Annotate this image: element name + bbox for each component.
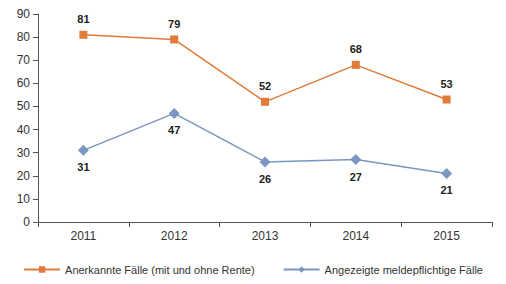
svg-text:21: 21: [440, 184, 452, 196]
svg-text:80: 80: [17, 30, 31, 44]
svg-text:70: 70: [17, 53, 31, 67]
svg-text:2015: 2015: [433, 229, 460, 243]
svg-text:30: 30: [17, 146, 31, 160]
svg-text:68: 68: [350, 43, 362, 55]
svg-text:53: 53: [440, 78, 452, 90]
svg-text:79: 79: [168, 18, 180, 30]
svg-text:60: 60: [17, 76, 31, 90]
svg-text:31: 31: [77, 161, 89, 173]
svg-text:47: 47: [168, 124, 180, 136]
svg-text:Anerkannte Fälle (mit und ohne: Anerkannte Fälle (mit und ohne Rente): [65, 264, 255, 276]
svg-text:50: 50: [17, 99, 31, 113]
svg-text:2012: 2012: [161, 229, 188, 243]
svg-text:81: 81: [77, 13, 89, 25]
svg-text:90: 90: [17, 7, 31, 21]
svg-text:52: 52: [259, 80, 271, 92]
svg-text:0: 0: [23, 215, 30, 229]
svg-text:2013: 2013: [252, 229, 279, 243]
svg-text:10: 10: [17, 192, 31, 206]
svg-text:40: 40: [17, 123, 31, 137]
svg-text:26: 26: [259, 173, 271, 185]
svg-text:2011: 2011: [70, 229, 96, 243]
svg-text:20: 20: [17, 169, 31, 183]
svg-text:Angezeigte meldepflichtige Fäl: Angezeigte meldepflichtige Fälle: [325, 264, 483, 276]
svg-text:27: 27: [350, 171, 362, 183]
svg-text:2014: 2014: [342, 229, 369, 243]
